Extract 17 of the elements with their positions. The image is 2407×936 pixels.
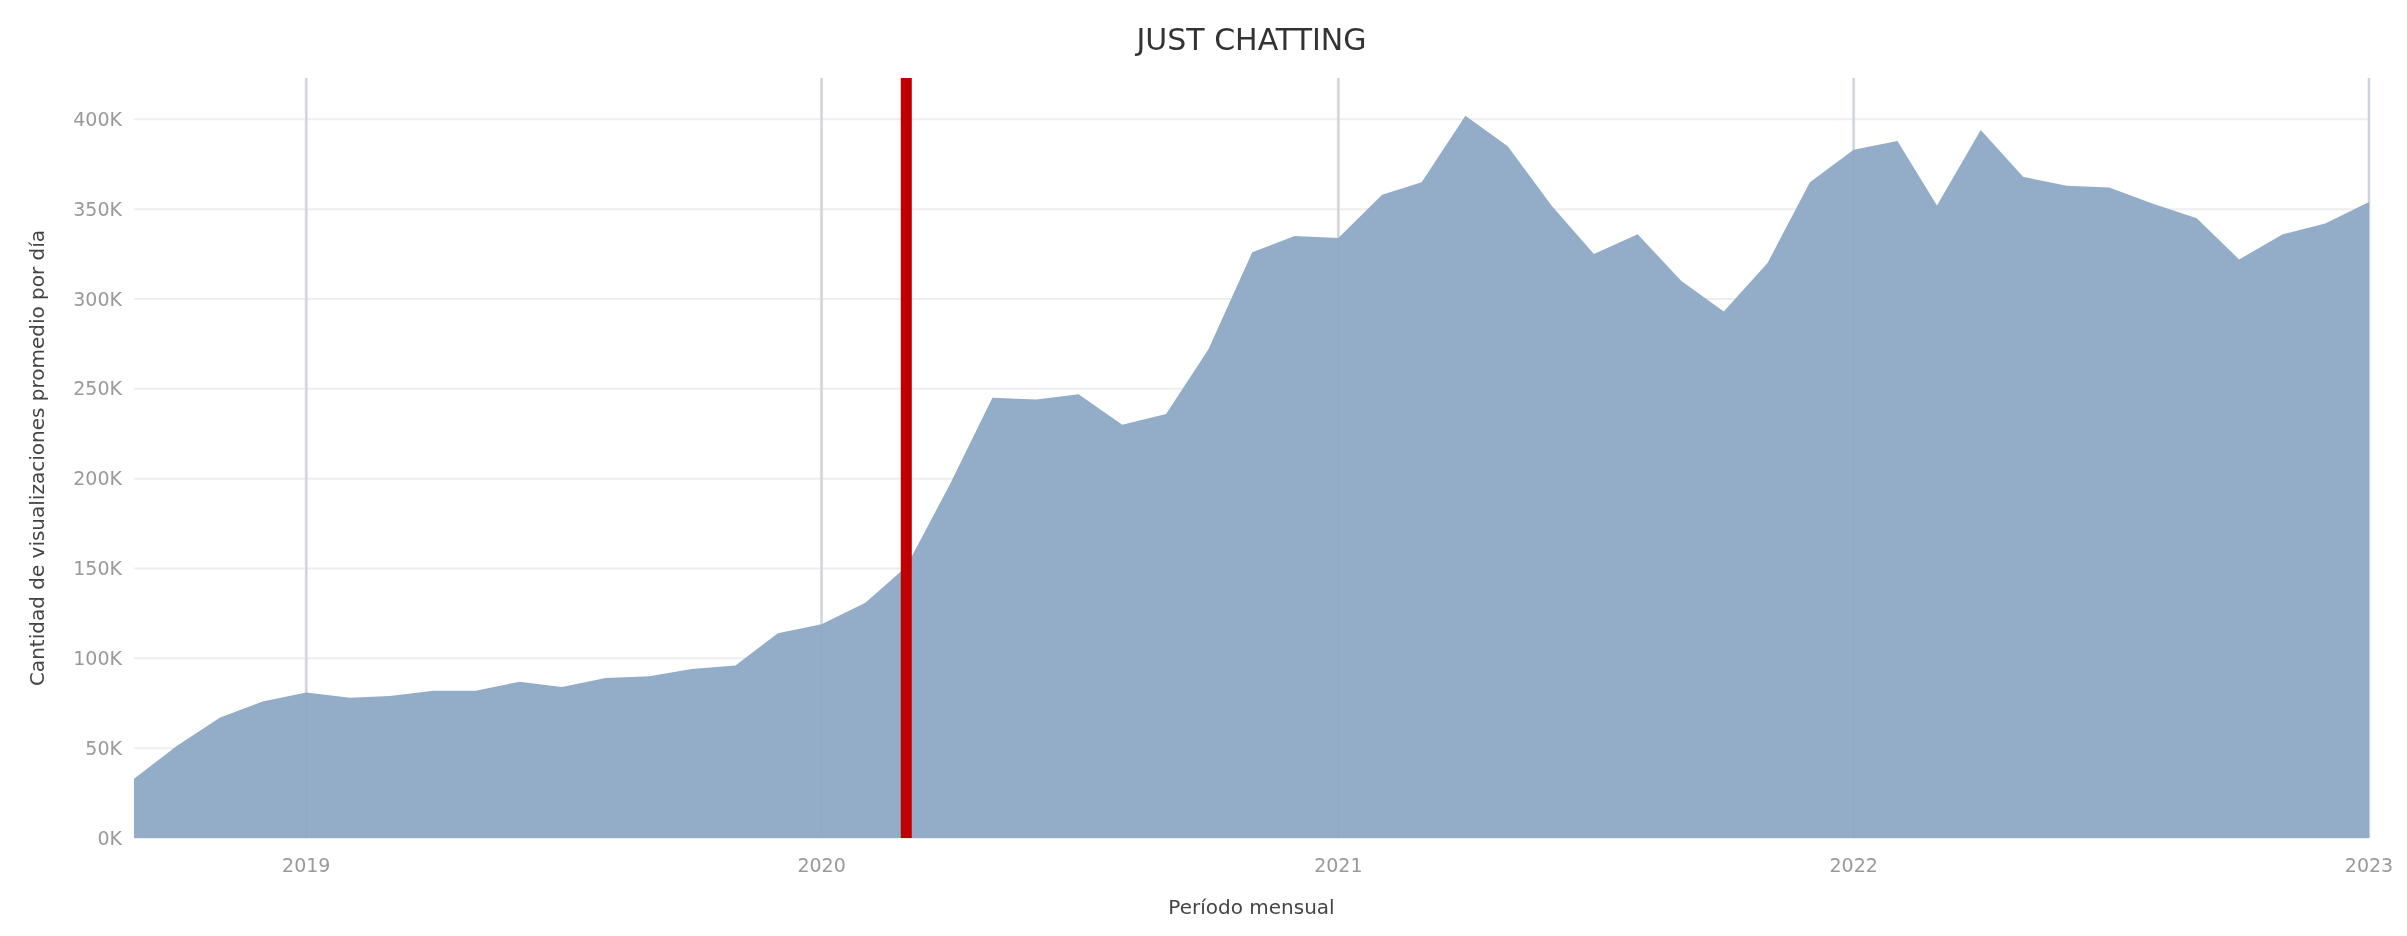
x-tick-label: 2020 bbox=[797, 854, 846, 876]
y-tick-label: 350K bbox=[73, 197, 123, 220]
x-tick-label: 2022 bbox=[1829, 854, 1878, 876]
y-tick-label: 0K bbox=[97, 826, 123, 849]
y-tick-label: 300K bbox=[73, 287, 123, 310]
y-tick-label: 250K bbox=[73, 377, 123, 400]
y-tick-label: 150K bbox=[73, 557, 123, 580]
x-tick-label: 2021 bbox=[1314, 854, 1363, 876]
x-axis-title: Período mensual bbox=[1168, 895, 1335, 919]
chart-title: JUST CHATTING bbox=[1134, 22, 1367, 57]
x-tick-label: 2019 bbox=[282, 854, 331, 876]
y-tick-label: 400K bbox=[73, 107, 123, 130]
y-tick-label: 50K bbox=[85, 736, 123, 759]
y-tick-label: 200K bbox=[73, 467, 123, 490]
y-tick-label: 100K bbox=[73, 646, 123, 669]
x-tick-label: 2023 bbox=[2344, 854, 2394, 876]
y-axis-title: Cantidad de visualizaciones promedio por día bbox=[25, 229, 49, 687]
